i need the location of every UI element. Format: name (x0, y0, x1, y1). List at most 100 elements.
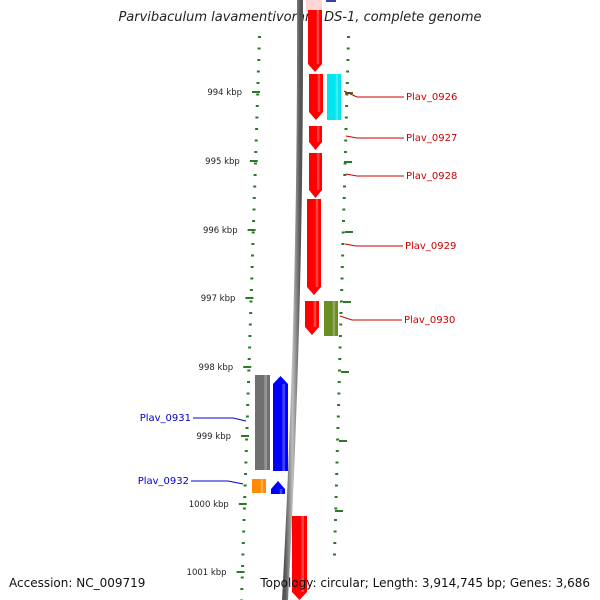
strand-guide-dot (333, 542, 337, 544)
minor-tick (344, 161, 352, 163)
kbp-tick (236, 571, 245, 573)
strand-guide-dot (243, 496, 247, 498)
kbp-tick-label: 1000 kbp (189, 500, 229, 510)
strand-guide-dot (336, 415, 340, 418)
strand-guide-dot (241, 553, 245, 556)
gene-plav0928[interactable] (309, 153, 322, 198)
gene-plav0932[interactable] (271, 481, 285, 494)
strand-guide-dot (345, 93, 349, 96)
gene-label[interactable]: Plav_0930 (404, 315, 455, 326)
strand-guide-dot (245, 415, 249, 418)
kbp-tick-label: 999 kbp (196, 432, 231, 442)
strand-guide-dot (344, 139, 348, 142)
gene-shine (316, 10, 320, 64)
kbp-tick (247, 229, 256, 231)
minor-tick (341, 371, 349, 373)
gene-orange[interactable] (252, 479, 266, 493)
strand-guide-dot (241, 542, 245, 544)
strand-guide-dot (253, 185, 257, 188)
strand-guide-dot (340, 266, 344, 268)
gene-plav0931[interactable] (273, 376, 288, 471)
kbp-tick (249, 160, 258, 162)
gene-gray[interactable] (255, 375, 270, 470)
strand-guide-dot (251, 243, 255, 245)
strand-guide-dot (343, 162, 347, 165)
strand-guide-dot (244, 473, 247, 475)
gene-label[interactable]: Plav_0931 (140, 413, 191, 424)
kbp-tick (245, 297, 254, 299)
kbp-tick-label: 994 kbp (207, 88, 242, 98)
gene-shine (282, 384, 285, 471)
strand-guide-dot (242, 519, 246, 521)
strand-guide-dot (251, 254, 254, 257)
gene-forward[interactable] (308, 10, 322, 72)
gene-label[interactable]: Plav_0929 (405, 241, 456, 252)
accession-text: Accession: NC_009719 (9, 576, 146, 590)
gene-plav0926[interactable] (309, 74, 323, 120)
gene-label[interactable]: Plav_0928 (406, 171, 457, 182)
gene-olive[interactable] (324, 301, 338, 336)
strand-guide-dot (346, 47, 350, 50)
strand-guide-dot (339, 312, 343, 314)
strand-guide-dot (245, 438, 249, 441)
gene-shine (317, 126, 320, 142)
gene-partial[interactable] (306, 0, 322, 12)
genome-backbone (282, 0, 304, 600)
strand-guide-dot (256, 93, 260, 96)
strand-guide-dot (342, 208, 346, 211)
gene-plav0927[interactable] (309, 126, 322, 150)
strand-guide-dot (252, 220, 256, 222)
strand-guide-dot (255, 105, 259, 107)
gene-plav0929[interactable] (307, 199, 321, 295)
kbp-tick-label: 995 kbp (205, 157, 240, 167)
gene-cyan[interactable] (327, 74, 341, 120)
strand-guide-dot (256, 82, 260, 84)
strand-guide-dot (341, 231, 345, 234)
strand-guide-dot (257, 47, 261, 50)
strand-guide-dot (338, 369, 341, 372)
gene-label[interactable]: Plav_0932 (138, 476, 189, 487)
strand-guide-dot (338, 335, 342, 337)
label-leader (232, 417, 247, 422)
gene-shine (264, 375, 267, 470)
strand-guide-dot (252, 208, 256, 211)
gene-shine (332, 301, 336, 336)
gene-shine (317, 74, 321, 112)
label-leader (344, 243, 357, 247)
strand-guide-dot (346, 70, 350, 73)
strand-guide-dot (337, 381, 341, 383)
strand-guide-dot (344, 116, 348, 119)
kbp-tick-label: 997 kbp (201, 294, 236, 304)
minor-tick (343, 301, 351, 303)
strand-guide-dot (248, 346, 252, 349)
strand-guide-dot (335, 473, 339, 475)
minor-tick (335, 510, 343, 512)
strand-guide-dot (338, 346, 342, 349)
gene-forward-lower[interactable] (292, 516, 307, 600)
strand-guide-dot (248, 335, 252, 337)
gene-label[interactable]: Plav_0926 (406, 92, 457, 103)
strand-guide-dot (251, 231, 255, 234)
kbp-tick-label: 1001 kbp (187, 568, 227, 578)
strand-guide-dot (345, 105, 349, 107)
strand-guide-dot (341, 243, 345, 245)
strand-guide-dot (242, 530, 246, 533)
strand-guide-dot (250, 266, 254, 268)
strand-guide-dot (340, 289, 344, 291)
gene-label[interactable]: Plav_0927 (406, 133, 457, 144)
strand-guide-dot (337, 392, 341, 395)
topology-text: Topology: circular; Length: 3,914,745 bp… (260, 576, 590, 590)
gene-shine (315, 199, 319, 287)
gene-plav0930[interactable] (305, 301, 319, 335)
strand-guide-dot (256, 70, 260, 73)
strand-guide-dot (246, 392, 250, 395)
strand-guide-dot (346, 59, 350, 61)
strand-guide-dot (334, 496, 338, 498)
strand-guide-dot (333, 553, 336, 556)
gene-shine (335, 74, 339, 120)
strand-guide-dot (334, 519, 337, 521)
strand-guide-dot (333, 530, 337, 533)
label-leader (227, 480, 244, 485)
strand-guide-dot (254, 151, 258, 153)
strand-guide-dot (240, 588, 244, 590)
